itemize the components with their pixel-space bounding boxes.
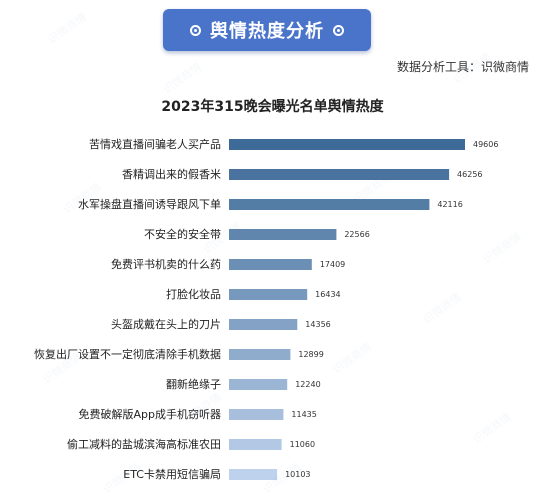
category-label: 不安全的安全带 (144, 227, 221, 241)
category-label: 香精调出来的假香米 (122, 167, 221, 181)
bar (229, 229, 337, 240)
value-label: 14356 (305, 320, 330, 329)
value-label: 11435 (291, 410, 316, 419)
category-label: 打脸化妆品 (166, 287, 221, 301)
chart-title: 2023年315晚会曝光名单舆情热度 (161, 99, 384, 115)
bar (229, 169, 450, 180)
category-label: 翻新绝缘子 (166, 377, 221, 391)
category-label: 偷工减料的盐城滨海高标准农田 (67, 437, 221, 451)
bar (229, 289, 308, 300)
bar (229, 379, 288, 390)
title-banner: 舆情热度分析 (163, 9, 371, 51)
category-label: 免费评书机卖的什么药 (111, 257, 221, 271)
value-label: 22566 (344, 230, 369, 239)
category-label: ETC卡禁用短信骗局 (123, 467, 221, 481)
circle-ornament-icon (190, 24, 201, 36)
category-label: 水军操盘直播间诱导跟风下单 (78, 197, 221, 211)
banner-title: 舆情热度分析 (210, 21, 324, 42)
value-label: 16434 (315, 290, 340, 299)
category-label: 苦情戏直播间骗老人买产品 (89, 137, 221, 151)
category-label: 恢复出厂设置不一定彻底清除手机数据 (34, 347, 221, 361)
category-label: 头盔成戴在头上的刀片 (111, 317, 221, 331)
circle-ornament-icon (333, 24, 344, 36)
bar (229, 439, 282, 450)
bar (229, 139, 465, 150)
data-source-note: 数据分析工具：识微商情 (396, 60, 529, 74)
value-label: 17409 (320, 260, 345, 269)
value-label: 11060 (290, 440, 315, 449)
bar (229, 469, 278, 480)
bar (229, 409, 284, 420)
bar (229, 319, 298, 330)
value-label: 12240 (295, 380, 320, 389)
bar (229, 199, 430, 210)
value-label: 42116 (437, 200, 462, 209)
bar (229, 349, 291, 360)
category-label: 免费破解版App成手机窃听器 (79, 407, 222, 421)
value-label: 10103 (285, 470, 310, 479)
value-label: 49606 (473, 140, 498, 149)
value-label: 46256 (457, 170, 482, 179)
value-label: 12899 (298, 350, 323, 359)
bar (229, 259, 312, 270)
